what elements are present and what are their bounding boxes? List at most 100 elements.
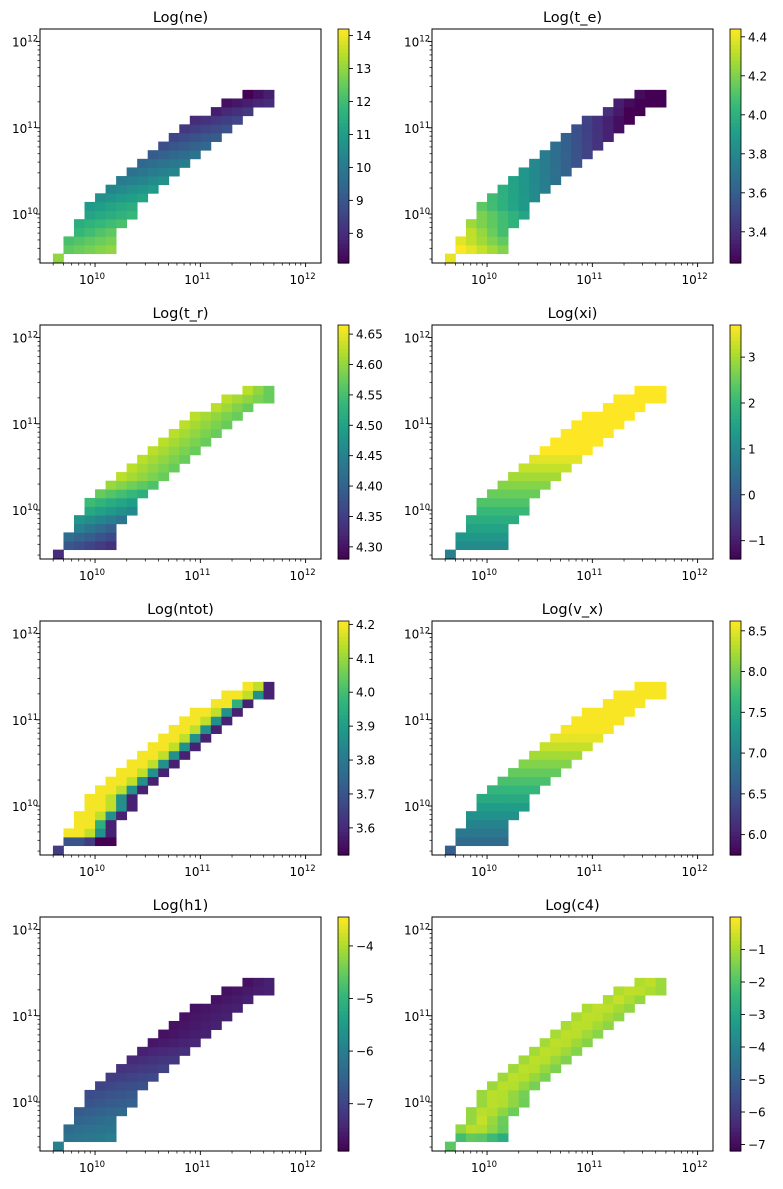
x-tick-label: 1011: [576, 272, 602, 287]
heatmap-cell: [105, 1115, 117, 1125]
colorbar-segment: [730, 259, 741, 264]
heatmap-cell: [158, 176, 170, 186]
colorbar-segment: [338, 706, 349, 712]
colorbar-segment: [730, 1010, 741, 1016]
heatmap-cell: [95, 245, 106, 255]
heatmap-cell: [476, 1098, 488, 1108]
colorbar-tick-label: 3.4: [748, 225, 767, 239]
heatmap-cell: [571, 1029, 583, 1039]
colorbar-segment: [730, 453, 741, 459]
colorbar-segment: [338, 200, 349, 206]
heatmap-cell: [465, 532, 477, 542]
heatmap-cell: [210, 699, 222, 709]
colorbar-segment: [730, 336, 741, 342]
heatmap-cell: [497, 193, 509, 203]
heatmap-cell: [158, 759, 170, 769]
heatmap-cell: [497, 515, 509, 525]
colorbar-segment: [338, 944, 349, 949]
heatmap-cell: [497, 497, 509, 507]
y-tick-label: 1012: [12, 331, 38, 346]
colorbar-tick-label: 11: [356, 128, 371, 142]
heatmap-cell: [592, 716, 604, 726]
heatmap-cell: [465, 219, 477, 229]
colorbar-segment: [338, 414, 349, 420]
heatmap-cell: [158, 446, 170, 456]
colorbar-segment: [338, 971, 349, 977]
colorbar-segment: [338, 91, 349, 96]
heatmap-cell: [602, 1020, 614, 1030]
colorbar-segment: [338, 496, 349, 502]
colorbar-segment: [730, 671, 741, 677]
colorbar: 3.4 3.6 3.8 4.0 4.2 4.4: [729, 28, 767, 264]
panel-4: Log(xi) 1010 1011 1012 1010 1011 1012 −1 0 1 2 3: [404, 306, 766, 583]
heatmap-cell: [252, 98, 264, 108]
y-tick-label: 1011: [404, 1009, 430, 1024]
colorbar-segment: [338, 1002, 349, 1008]
heatmap-cell: [221, 707, 233, 717]
y-tick-label: 1012: [404, 35, 430, 50]
heatmap-cell: [116, 1072, 128, 1082]
colorbar: 3.6 3.7 3.8 3.9 4.0 4.1 4.2: [337, 618, 375, 856]
heatmap-cell: [179, 158, 191, 168]
colorbar-segment: [730, 827, 741, 833]
colorbar-segment: [730, 924, 741, 930]
heatmap-cell: [158, 1029, 170, 1039]
colorbar-segment: [338, 773, 349, 778]
heatmap-cell: [95, 532, 106, 542]
colorbar-segment: [338, 492, 349, 498]
colorbar-segment: [730, 44, 741, 50]
colorbar-tick-label: 4.50: [356, 419, 383, 433]
colorbar-segment: [730, 777, 741, 782]
heatmap-cell: [518, 506, 530, 516]
heatmap-cell: [158, 742, 170, 752]
colorbar-segment: [730, 648, 741, 653]
heatmap-cell: [168, 158, 180, 168]
heatmap-cell: [105, 776, 117, 786]
heatmap-cell: [487, 523, 498, 533]
heatmap-cell: [634, 681, 646, 691]
y-tick-label: 1010: [12, 799, 38, 814]
heatmap-cell: [539, 768, 551, 778]
heatmap-cell: [147, 184, 159, 194]
heatmap-cell: [465, 1133, 477, 1143]
colorbar-segment: [338, 157, 349, 163]
colorbar-tick-label: 1: [748, 442, 756, 456]
heatmap-cell: [158, 454, 170, 464]
heatmap-cell: [497, 184, 509, 194]
heatmap-cell: [231, 995, 243, 1005]
heatmap-cell: [221, 98, 233, 108]
heatmap-cell: [560, 1029, 572, 1039]
heatmap-cell: [518, 497, 530, 507]
heatmap-cell: [476, 210, 488, 220]
heatmap-cell: [168, 1038, 180, 1048]
colorbar-segment: [730, 360, 741, 365]
heatmap-cell: [126, 167, 138, 177]
heatmap-cell: [550, 1029, 562, 1039]
colorbar-segment: [338, 695, 349, 700]
heatmap-cell: [179, 454, 191, 464]
colorbar-segment: [338, 508, 349, 513]
heatmap-cell: [602, 724, 614, 734]
heatmap-cell: [539, 454, 551, 464]
heatmap-cell: [571, 428, 583, 438]
heatmap-cell: [487, 811, 498, 821]
colorbar-segment: [338, 1026, 349, 1031]
heatmap-cell: [116, 184, 128, 194]
heatmap-cell: [189, 428, 201, 438]
colorbar-tick-label: 4.0: [356, 686, 375, 700]
heatmap-cell: [508, 785, 520, 795]
heatmap-cell: [508, 1107, 520, 1117]
heatmap-cell: [73, 245, 85, 255]
heatmap-cell: [95, 1107, 106, 1117]
heatmap-cell: [539, 750, 551, 760]
heatmap-cell: [476, 1115, 488, 1125]
colorbar-tick-label: −6: [748, 1106, 766, 1120]
heatmap-cell: [263, 394, 275, 404]
heatmap-cell: [231, 115, 243, 125]
heatmap-cell: [105, 184, 117, 194]
heatmap-cell: [126, 1089, 138, 1099]
colorbar-segment: [338, 1096, 349, 1101]
heatmap-cell: [560, 141, 572, 151]
heatmap-cell: [571, 437, 583, 447]
